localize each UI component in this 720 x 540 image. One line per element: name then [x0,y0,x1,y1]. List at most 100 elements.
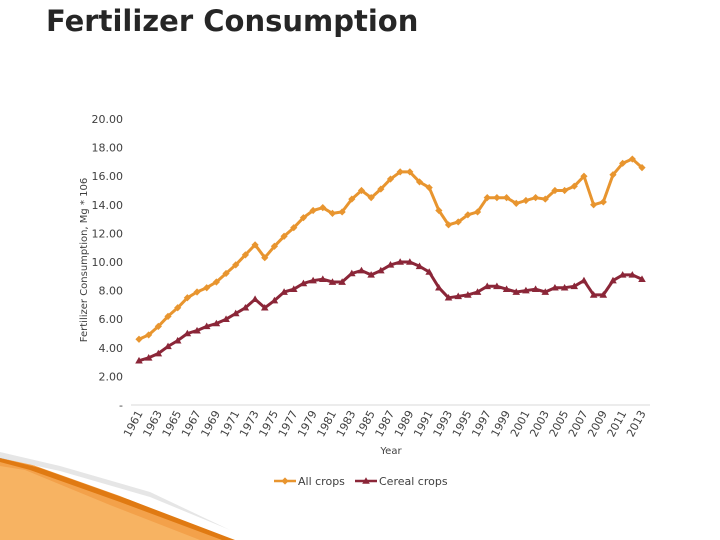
y-tick-label: 20.00 [92,113,124,126]
data-point [318,275,327,282]
data-point [193,288,201,296]
data-point [473,288,482,295]
y-tick-label: 4.00 [99,342,124,355]
data-point [415,178,424,186]
data-point [270,242,279,250]
data-point [338,278,346,285]
data-point [522,196,530,205]
data-point [415,262,424,270]
data-point [299,279,308,287]
data-point [367,271,375,278]
data-point [493,194,501,202]
data-point [251,241,259,249]
data-point [580,172,588,180]
legend-marker [281,477,289,485]
data-point [338,208,346,216]
data-point [328,278,337,285]
y-tick-label: 8.00 [99,285,124,298]
slide-title: Fertilizer Consumption [46,4,419,38]
data-point [154,322,162,330]
data-point [251,295,259,302]
data-point [260,303,269,311]
data-point [628,155,636,163]
y-tick-label: 6.00 [99,313,124,326]
data-point [483,194,491,202]
data-point [609,171,617,179]
data-point [619,159,627,167]
y-tick-label: 10.00 [92,256,124,269]
data-point [406,258,414,265]
legend: All crops Cereal crops [274,475,448,488]
data-point [638,275,646,282]
data-point [551,283,559,291]
data-point [386,175,395,183]
x-tick-label: 2013 [624,408,649,439]
data-point [396,258,404,265]
data-point [367,194,375,202]
data-point [183,294,191,302]
data-point [261,254,269,262]
data-point [628,271,637,278]
data-point [454,292,463,300]
data-point [202,322,211,330]
data-point [561,186,569,195]
data-point [589,291,598,298]
data-point [473,208,482,216]
data-point [348,269,356,277]
data-point [377,185,385,193]
data-point [609,276,617,284]
data-point [464,211,472,219]
data-point [270,296,279,304]
data-point [454,218,462,226]
y-tick-label: 14.00 [92,199,124,212]
data-point [328,209,337,217]
data-point [599,198,607,206]
y-tick-label: 2.00 [99,370,124,383]
data-point [425,268,433,275]
series-line-all-crops [138,157,643,341]
data-point [183,329,192,337]
data-point [493,282,501,290]
data-point [377,266,385,274]
data-point [319,204,327,212]
data-point [560,283,569,291]
data-point [435,206,443,215]
data-point [299,214,308,222]
data-point [212,319,221,327]
data-point [357,266,366,274]
data-point [145,331,153,339]
data-point [231,309,240,317]
data-point [580,276,588,284]
data-point [173,336,182,344]
data-point [222,269,230,278]
legend-marker [362,477,370,484]
data-point [348,195,356,203]
data-point [280,288,288,295]
data-point [212,278,220,286]
data-point [531,285,540,292]
data-point [570,282,579,290]
data-point [502,285,511,292]
data-point [135,356,143,364]
data-point [406,168,414,176]
data-point [193,326,201,334]
data-point [280,232,288,240]
data-point [531,194,540,202]
data-point [551,186,559,195]
data-point [512,288,521,295]
data-point [541,288,550,295]
data-point [357,186,366,195]
legend-item-all-crops: All crops [298,475,345,488]
data-point [590,201,598,209]
data-point [290,224,298,232]
data-point [483,282,492,290]
data-point [135,335,143,343]
y-tick-label: 12.00 [92,227,124,240]
data-point [522,286,530,294]
legend-item-cereal-crops: Cereal crops [379,475,448,488]
data-point [512,199,520,207]
data-point [309,206,317,215]
data-point [618,271,627,278]
data-point [241,251,250,259]
